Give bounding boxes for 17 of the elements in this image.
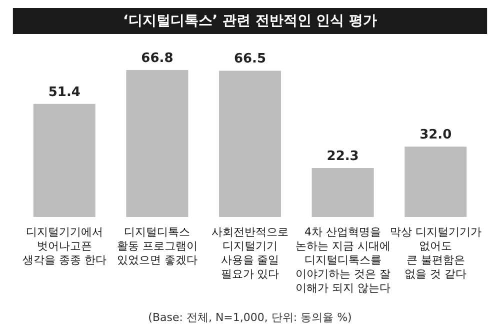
x-tick-label: 사회전반적으로 디지털기기 사용을 줄일 필요가 있다 xyxy=(212,226,288,280)
bar xyxy=(312,168,374,217)
text: (Base: 전체, N=1,000, 단위: 동의율 %) xyxy=(148,311,352,324)
data-label: 66.8 xyxy=(141,51,174,66)
x-tick-label: 디지털디톡스 활동 프로그램이 있었으면 좋겠다 xyxy=(116,226,198,266)
x-tick-label: 막상 디지털기기가 없어도 큰 불편함은 없을 것 같다 xyxy=(390,226,482,280)
data-label: 22.3 xyxy=(326,148,359,164)
data-label: 66.5 xyxy=(234,52,266,67)
x-tick-label: 4차 산업혁명을 논하는 지금 시대에 디지털디톡스를 이야기하는 것은 잘 이해가 되지 않는다 xyxy=(295,226,390,294)
x-tick-label: 디지털기기에서 벗어나고픈 생각을 종종 한다 xyxy=(22,226,106,266)
data-label: 32.0 xyxy=(420,128,452,143)
bar xyxy=(33,104,96,217)
bar xyxy=(404,146,467,217)
chart-title: ‘디지털디톡스’ 관련 전반적인 인식 평가 xyxy=(122,13,378,29)
bar xyxy=(126,70,188,217)
bar xyxy=(219,70,281,217)
data-label: 51.4 xyxy=(48,84,80,100)
